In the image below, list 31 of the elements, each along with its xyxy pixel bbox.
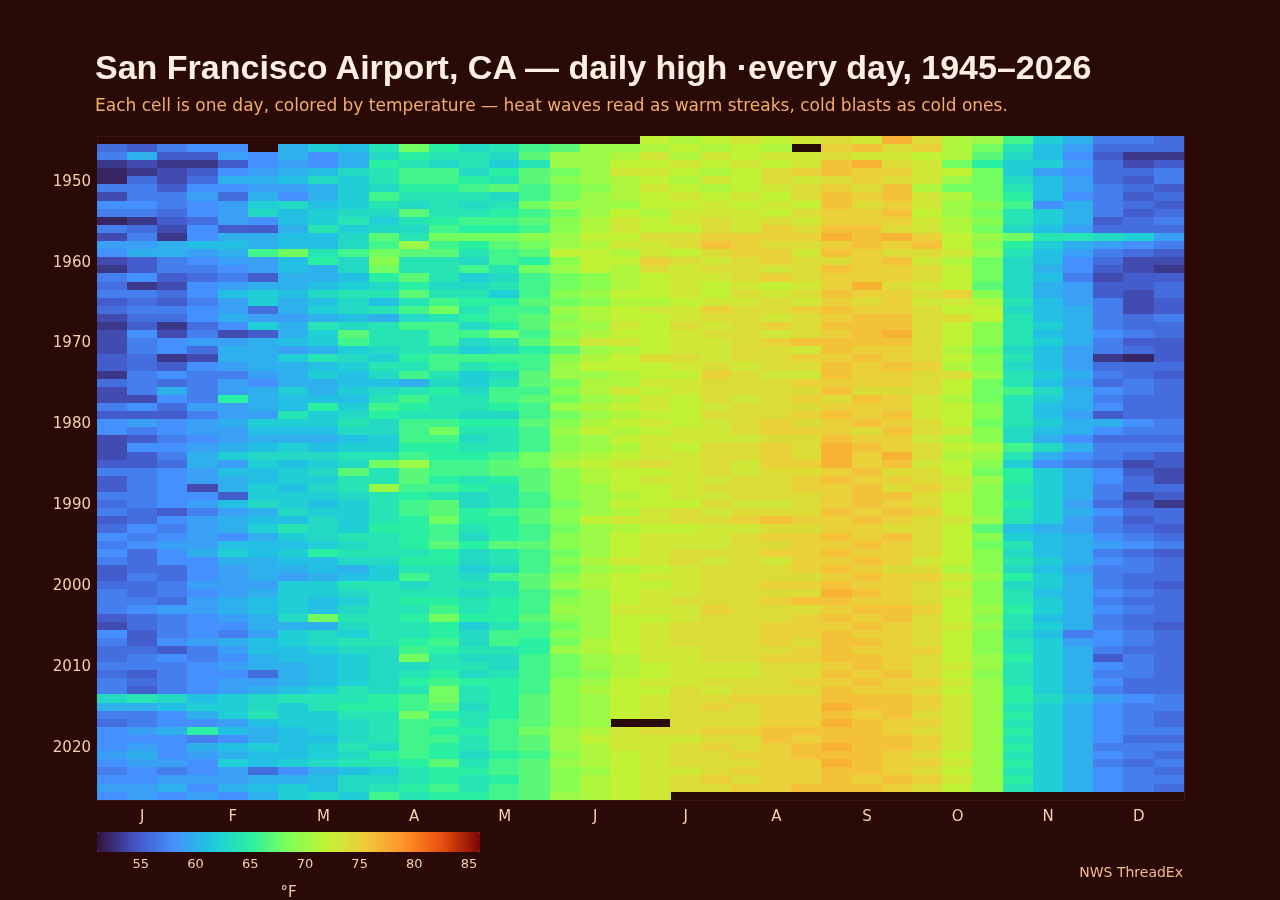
y-tick-label: 1970 (52, 333, 91, 352)
chart-title: San Francisco Airport, CA — daily high ·every day, 1945–2026 (95, 48, 1092, 86)
x-tick-label: D (1132, 806, 1145, 825)
color-bar-label: 65 (241, 856, 259, 871)
y-tick-label: 1990 (52, 495, 91, 514)
color-bar-label: 85 (460, 856, 478, 871)
color-bar-label: 80 (406, 856, 423, 871)
y-tick-label: 2000 (52, 576, 91, 595)
x-tick-label: N (1042, 806, 1054, 825)
x-tick-label: M (316, 806, 330, 825)
color-bar-label: 75 (351, 856, 368, 871)
x-tick-label: S (862, 806, 872, 825)
x-tick-label: F (228, 806, 238, 825)
x-tick-label: J (591, 806, 598, 825)
color-bar-label: 60 (187, 856, 204, 871)
y-tick-label: 2020 (52, 738, 91, 757)
chart-subtitle: Each cell is one day, colored by temperature — heat waves read as warm streaks, cold blasts as cold ones. (95, 94, 1008, 115)
y-tick-label: 1950 (52, 171, 91, 190)
color-bar-label: 70 (296, 856, 314, 871)
x-tick-label: J (682, 806, 689, 825)
color-bar-title: °F (280, 882, 297, 900)
x-tick-label: J (139, 806, 145, 825)
x-tick-label: O (951, 806, 964, 825)
y-tick-label: 2010 (52, 657, 91, 676)
x-tick-label: A (771, 806, 783, 825)
x-tick-label: A (408, 806, 420, 825)
y-tick-label: 1960 (52, 252, 91, 271)
color-bar-label: 55 (132, 856, 150, 871)
text: NWS ThreadEx (1079, 864, 1183, 880)
x-tick-label: M (498, 806, 512, 825)
y-tick-label: 1980 (52, 414, 91, 433)
